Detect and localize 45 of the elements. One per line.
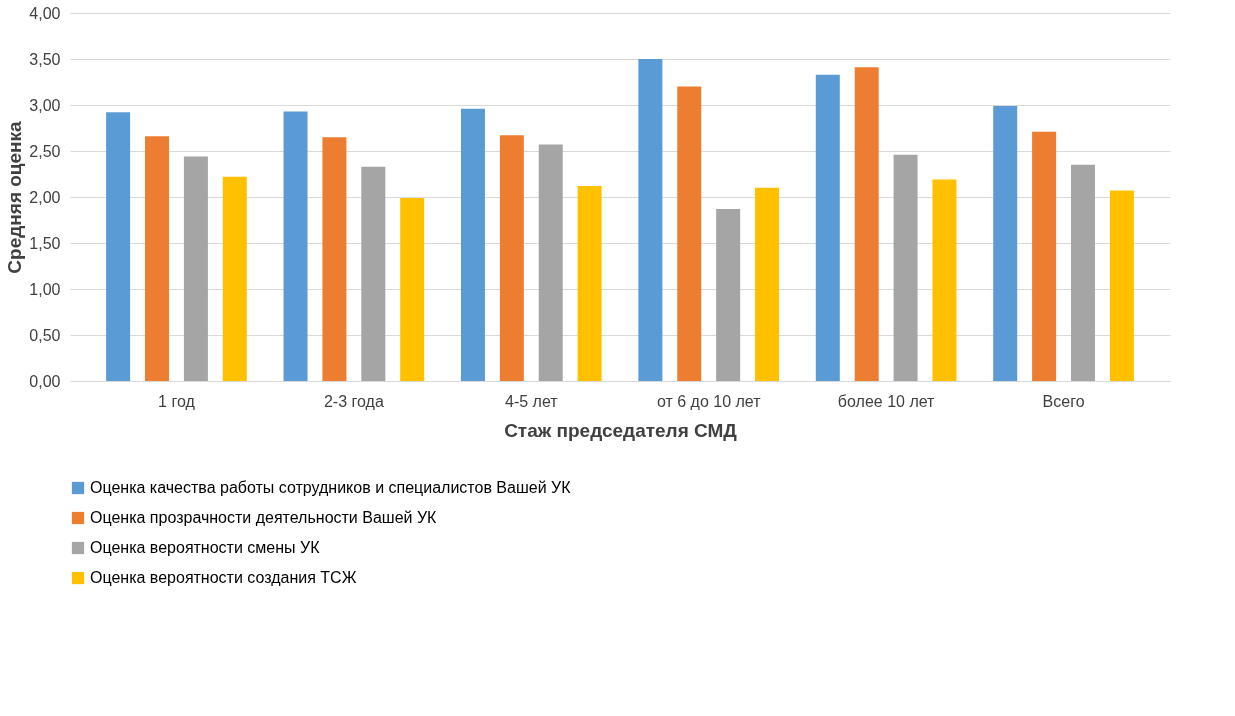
x-tick-label: 1 год — [158, 392, 196, 410]
y-tick-label: 1,50 — [29, 234, 61, 252]
bar — [222, 176, 247, 381]
y-tick-label: 3,50 — [29, 50, 61, 68]
x-axis-title: Стаж председателя СМД — [504, 419, 738, 441]
x-tick-label: 4-5 лет — [504, 392, 559, 410]
bar — [1070, 164, 1095, 381]
bar — [993, 105, 1018, 381]
bar — [183, 156, 208, 381]
bar — [815, 74, 840, 381]
legend-label: Оценка вероятности создания ТСЖ — [90, 569, 357, 586]
bar — [460, 108, 485, 381]
x-tick-label: Всего — [1042, 392, 1085, 410]
bar — [932, 179, 957, 381]
bar — [106, 112, 131, 381]
bar — [322, 137, 347, 381]
y-tick-label: 4,00 — [29, 4, 61, 22]
legend-label: Оценка вероятности смены УК — [90, 539, 321, 556]
x-tick-label: 2-3 года — [323, 392, 384, 410]
legend-label: Оценка прозрачности деятельности Вашей УК — [90, 509, 438, 526]
y-tick-label: 1,00 — [29, 280, 61, 298]
y-tick-label: 0,00 — [29, 372, 61, 390]
y-axis-title: Средняя оценка — [4, 120, 26, 274]
y-tick-label: 0,50 — [29, 326, 61, 344]
bar — [1032, 131, 1057, 381]
bar — [716, 208, 741, 381]
bar — [577, 185, 602, 381]
bar — [893, 154, 918, 381]
bar — [499, 135, 524, 381]
y-tick-label: 2,00 — [29, 188, 61, 206]
bar — [400, 197, 425, 381]
bar — [145, 136, 170, 381]
bar — [538, 144, 563, 381]
bar — [638, 59, 663, 381]
bar — [283, 111, 308, 381]
y-tick-label: 2,50 — [29, 142, 61, 160]
x-tick-label: более 10 лет — [837, 392, 936, 410]
x-tick-label: от 6 до 10 лет — [656, 392, 762, 410]
bar — [854, 67, 879, 381]
bar — [1109, 190, 1134, 381]
bar — [755, 187, 780, 381]
legend-label: Оценка качества работы сотрудников и специалистов Вашей УК — [90, 479, 572, 496]
bar — [361, 166, 386, 381]
bar — [677, 86, 702, 381]
y-tick-label: 3,00 — [29, 96, 61, 114]
